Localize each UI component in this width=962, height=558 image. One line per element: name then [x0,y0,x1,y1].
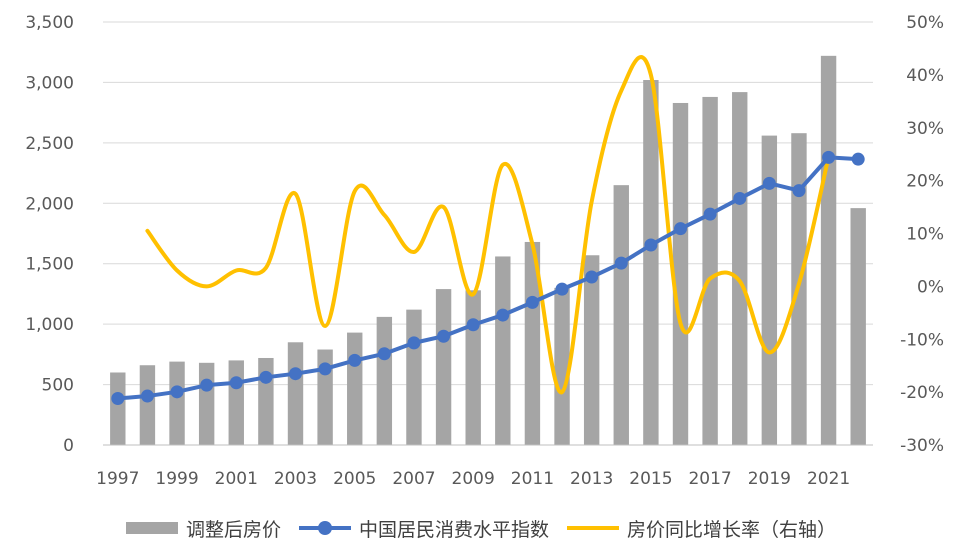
growth-rate-series [145,55,831,395]
legend-item-growth-rate: 房价同比增长率（右轴） [567,515,836,542]
right-tick-label: 0% [917,277,944,297]
legend-swatch-line [567,521,619,535]
x-tick-label: 2001 [215,469,258,489]
marker-consumption-index-2016 [674,222,687,236]
marker-consumption-index-2018 [733,191,747,205]
marker-consumption-index-1998 [140,389,154,403]
left-tick-label: 1,500 [25,255,74,275]
left-tick-label: 500 [42,376,74,396]
legend-label-growth-rate: 房价同比增长率（右轴） [627,518,837,541]
x-tick-label: 2017 [688,469,731,489]
right-tick-label: 50% [906,13,944,33]
marker-consumption-index-2022 [851,152,865,166]
marker-consumption-index-2000 [200,378,214,392]
x-tick-label: 2011 [511,469,554,489]
x-tick-label: 2009 [452,469,495,489]
left-tick-label: 0 [63,436,74,456]
x-tick-label: 1999 [155,469,198,489]
legend: 调整后房价 中国居民消费水平指数 房价同比增长率（右轴） [0,510,962,546]
right-tick-label: -20% [900,383,944,403]
gridlines [103,21,873,386]
left-tick-label: 3,500 [25,13,74,33]
legend-item-house-price: 调整后房价 [125,515,281,542]
x-tick-label: 1997 [96,469,139,489]
marker-consumption-index-2015 [644,238,658,252]
bar-series [110,55,866,446]
right-tick-label: 20% [906,172,944,192]
bar-house-price-2016 [672,102,689,445]
x-tick-label: 2021 [807,469,850,489]
marker-consumption-index-2010 [496,308,510,322]
marker-consumption-index-2019 [762,176,776,190]
right-tick-label: 10% [906,225,944,245]
marker-consumption-index-2014 [614,256,628,270]
bar-house-price-2022 [850,208,866,445]
bar-house-price-2001 [228,360,244,445]
marker-consumption-index-2017 [703,207,717,221]
bar-house-price-2011 [524,241,541,445]
consumption-index-series [111,150,865,405]
bar-house-price-1998 [139,365,156,445]
marker-consumption-index-2005 [348,353,362,367]
x-tick-label: 2015 [629,469,672,489]
bar-house-price-1999 [169,361,185,445]
legend-swatch-line-marker [298,521,351,535]
bar-house-price-2012 [554,287,570,445]
right-tick-label: 30% [906,119,944,139]
bar-house-price-2019 [761,135,778,445]
x-tick-label: 2019 [748,469,791,489]
left-tick-label: 3,000 [25,73,74,93]
marker-consumption-index-2009 [466,318,480,332]
marker-consumption-index-2008 [437,329,451,343]
marker-consumption-index-2003 [289,367,302,381]
line-growth-rate [145,55,831,395]
bar-house-price-2003 [287,342,304,445]
bar-house-price-2017 [702,96,718,445]
left-tick-label: 2,000 [25,194,74,214]
x-tick-label: 2003 [274,469,317,489]
marker-consumption-index-2006 [377,347,391,361]
bar-house-price-2007 [406,309,422,445]
right-tick-label: -30% [900,436,944,456]
x-tick-label: 2013 [570,469,613,489]
marker-consumption-index-2020 [792,184,806,198]
left-tick-label: 2,500 [25,134,74,154]
bar-house-price-2009 [465,290,481,445]
left-axis-ticks: 0 500 1,000 1,500 2,000 2,500 3,000 3,500 [25,13,74,456]
bar-house-price-2006 [376,316,393,445]
marker-consumption-index-2001 [229,376,243,390]
bar-house-price-2000 [198,362,215,445]
bar-house-price-2013 [583,255,600,445]
bar-house-price-2008 [435,289,452,445]
legend-label-house-price: 调整后房价 [185,518,281,541]
legend-item-consumption-index: 中国居民消费水平指数 [298,515,549,542]
bar-house-price-1997 [110,372,126,445]
marker-consumption-index-2013 [585,270,599,284]
marker-consumption-index-2007 [407,336,421,350]
marker-consumption-index-2002 [259,370,273,384]
bar-house-price-2018 [732,92,748,446]
bar-house-price-2005 [347,332,363,445]
x-axis-ticks: 1997 1999 2001 2003 2005 2007 2009 2011 2013 2015… [96,469,850,489]
left-tick-label: 1,000 [25,315,74,335]
bar-house-price-2021 [820,55,837,446]
marker-consumption-index-2011 [525,295,539,309]
bar-house-price-2015 [643,80,659,446]
bar-house-price-2010 [495,256,511,445]
legend-swatch-bar [125,522,178,534]
marker-consumption-index-1999 [170,385,184,399]
bar-house-price-2014 [613,185,629,445]
marker-consumption-index-1997 [111,391,125,405]
x-tick-label: 2005 [333,469,376,489]
right-tick-label: -10% [900,330,944,350]
right-axis-ticks: -30% -20% -10% 0% 10% 20% 30% 40% 50% [900,13,944,456]
x-tick-label: 2007 [392,469,435,489]
right-tick-label: 40% [906,66,944,86]
marker-consumption-index-2012 [555,282,569,296]
marker-consumption-index-2004 [318,362,332,376]
marker-consumption-index-2021 [822,150,836,164]
legend-label-consumption-index: 中国居民消费水平指数 [358,518,549,541]
